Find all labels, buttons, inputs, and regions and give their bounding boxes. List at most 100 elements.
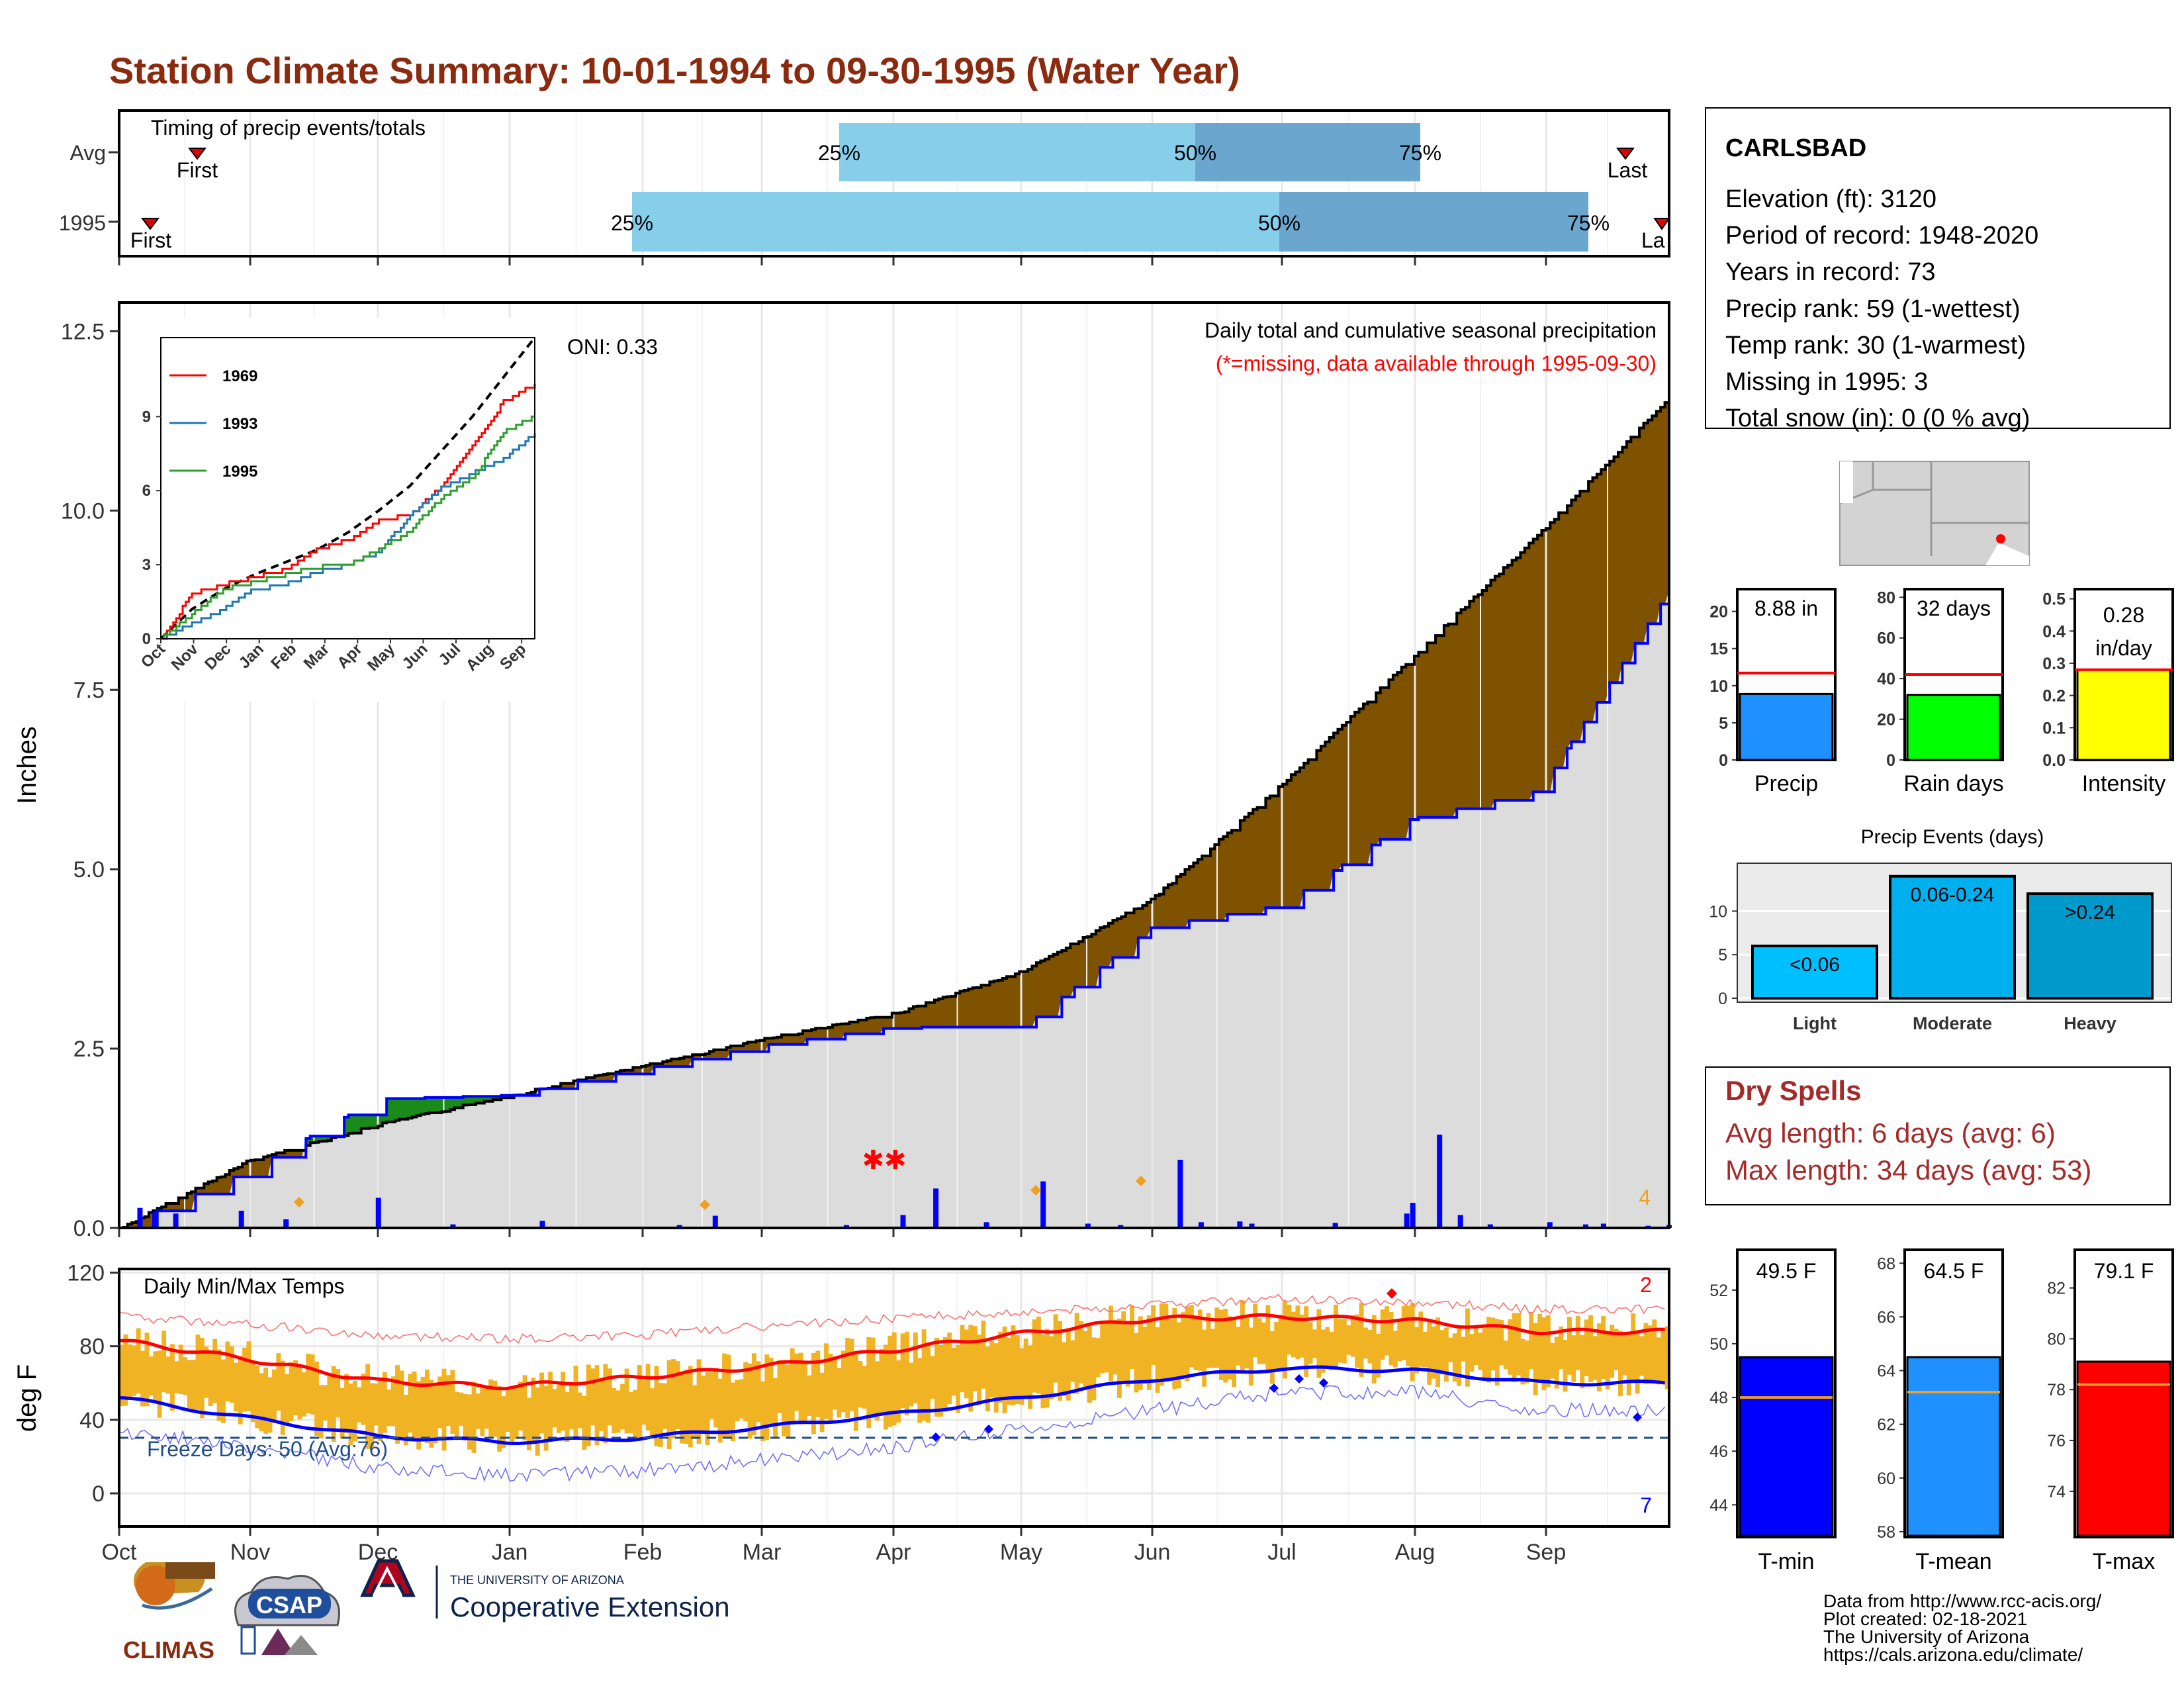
- station-line: Period of record: 1948-2020: [1725, 222, 2038, 250]
- daily-temp-bar: [790, 1348, 795, 1423]
- stat-y-tick-label: 0.1: [2042, 719, 2066, 737]
- daily-precip-bar: [152, 1212, 158, 1228]
- daily-temp-bar: [382, 1372, 387, 1433]
- daily-temp-bar: [756, 1361, 761, 1423]
- daily-temp-bar: [1176, 1322, 1181, 1389]
- dry-max: Max length: 34 days (avg: 53): [1725, 1154, 2091, 1186]
- daily-temp-bar: [1431, 1326, 1436, 1379]
- daily-temp-bar: [1146, 1315, 1152, 1390]
- daily-temp-bar: [1567, 1317, 1572, 1375]
- first-avg-label: First: [177, 158, 218, 182]
- daily-temp-bar: [934, 1337, 939, 1417]
- first-1995-marker: [141, 218, 159, 230]
- daily-temp-bar: [1448, 1337, 1453, 1362]
- page-title: Station Climate Summary: 10-01-1994 to 0…: [109, 50, 1240, 91]
- x-tick-label: Apr: [876, 1540, 911, 1565]
- inset-y-tick-label: 3: [142, 556, 151, 574]
- max-count: 2: [1640, 1273, 1652, 1297]
- daily-precip-bar: [1600, 1223, 1606, 1228]
- timing-row-1995: 1995: [59, 211, 106, 235]
- daily-temp-bar: [1664, 1326, 1670, 1389]
- event-bar: [1751, 945, 1878, 1000]
- daily-temp-bar: [1499, 1319, 1504, 1366]
- daily-temp-bar: [1066, 1328, 1071, 1401]
- daily-temp-bar: [824, 1343, 829, 1419]
- daily-temp-bar: [387, 1389, 392, 1427]
- daily-temp-bar: [1265, 1305, 1271, 1372]
- min-count: 7: [1640, 1493, 1652, 1517]
- daily-temp-bar: [1244, 1318, 1250, 1369]
- daily-temp-bar: [1643, 1323, 1649, 1384]
- temp-stat-label: T-mean: [1915, 1549, 1991, 1574]
- daily-temp-bar: [1274, 1322, 1279, 1370]
- first-1995-label: First: [130, 228, 171, 252]
- daily-temp-bar: [675, 1361, 680, 1430]
- daily-temp-bar: [1350, 1315, 1355, 1357]
- daily-temp-bar: [1550, 1342, 1555, 1379]
- daily-temp-bar: [1524, 1340, 1529, 1383]
- daily-temp-bar: [764, 1354, 770, 1440]
- daily-temp-bar: [782, 1362, 786, 1437]
- daily-temp-bar: [301, 1372, 306, 1417]
- inset-series-line: [161, 383, 536, 640]
- y-tick-label: 10.0: [61, 498, 105, 524]
- station-location: [1996, 534, 2005, 543]
- daily-temp-bar: [688, 1366, 693, 1448]
- marker: [984, 1425, 993, 1434]
- daily-precip-bar: [1118, 1225, 1124, 1228]
- footer-line: Data from http://www.rcc-acis.org/: [1823, 1591, 2101, 1611]
- inset-legend-label: 1969: [222, 367, 257, 385]
- daily-temp-bar: [1320, 1329, 1326, 1373]
- daily-precip-bar: [283, 1219, 289, 1228]
- daily-temp-bar: [977, 1335, 981, 1406]
- daily-temp-bar: [395, 1365, 400, 1444]
- daily-temp-bar: [539, 1372, 545, 1434]
- q-avg-light: [839, 123, 1195, 181]
- daily-temp-bar: [552, 1389, 557, 1428]
- daily-temp-bar: [909, 1362, 914, 1407]
- y-tick-label: 0: [92, 1481, 105, 1507]
- daily-temp-bar: [603, 1364, 608, 1444]
- station-line: Elevation (ft): 3120: [1725, 185, 1936, 213]
- daily-temp-bar: [1385, 1306, 1389, 1356]
- daily-temp-bar: [696, 1359, 702, 1444]
- daily-temp-bar: [1537, 1313, 1542, 1380]
- daily-temp-bar: [1452, 1333, 1457, 1382]
- daily-temp-bar: [1554, 1336, 1559, 1389]
- temp-stat-y-tick-label: 78: [2047, 1381, 2066, 1399]
- daily-temp-bar: [225, 1341, 230, 1402]
- daily-temp-bar: [1486, 1317, 1491, 1383]
- stat-y-tick-label: 20: [1709, 603, 1728, 622]
- daily-temp-bar: [1287, 1304, 1292, 1355]
- daily-temp-bar: [1584, 1319, 1589, 1376]
- daily-precip-bar: [1437, 1135, 1443, 1228]
- q-1995-dark: [1279, 192, 1588, 252]
- daily-precip-bar: [1404, 1213, 1410, 1228]
- daily-temp-bar: [633, 1389, 638, 1438]
- daily-temp-bar: [964, 1329, 969, 1399]
- stat-value: 8.88 in: [1754, 596, 1818, 620]
- temp-stat-y-tick-label: 44: [1709, 1496, 1728, 1515]
- daily-temp-bar: [416, 1381, 422, 1450]
- temp-panel: Daily Min/Max Temps Freeze Days: 50 (Avg…: [13, 1261, 1670, 1565]
- x-tick-label: Mar: [743, 1540, 782, 1565]
- daily-temp-bar: [891, 1332, 897, 1426]
- daily-temp-bar: [327, 1374, 332, 1430]
- daily-temp-bar: [123, 1334, 128, 1406]
- daily-temp-bar: [1257, 1318, 1262, 1364]
- daily-temp-bar: [917, 1358, 923, 1423]
- temp-stat-value: 64.5 F: [1924, 1259, 1984, 1283]
- event-range: >0.24: [2065, 902, 2115, 923]
- missing-note: (*=missing, data available through 1995-…: [1216, 352, 1657, 375]
- timing-row-avg: Avg: [69, 141, 106, 165]
- stat-y-tick-label: 0.2: [2042, 687, 2066, 706]
- x-tick-label: Oct: [102, 1540, 137, 1565]
- daily-temp-bar: [1618, 1331, 1623, 1397]
- last-1995-label: La: [1641, 228, 1665, 252]
- daily-temp-bar: [1130, 1305, 1134, 1369]
- daily-temp-bar: [1635, 1331, 1640, 1394]
- daily-temp-bar: [1443, 1327, 1449, 1382]
- daily-temp-bar: [1656, 1337, 1661, 1385]
